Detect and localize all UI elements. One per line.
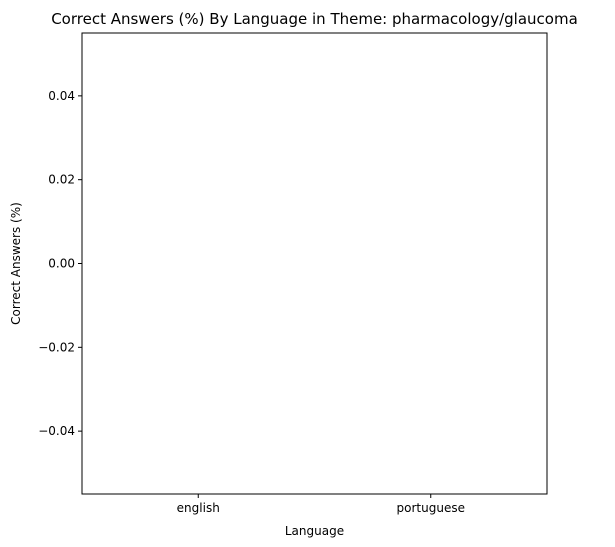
y-axis: −0.04 −0.02 0.00 0.02 0.04 [38, 89, 82, 438]
chart-title: Correct Answers (%) By Language in Theme… [51, 10, 578, 28]
x-axis: english portuguese [177, 494, 465, 515]
y-tick-label: 0.00 [48, 257, 75, 271]
x-axis-label: Language [285, 524, 344, 538]
y-axis-label: Correct Answers (%) [9, 202, 23, 325]
plot-area [81, 32, 548, 495]
y-tick-label: −0.04 [38, 424, 75, 438]
y-tick-label: 0.02 [48, 173, 75, 187]
y-tick-label: 0.04 [48, 89, 75, 103]
x-tick-label: english [177, 501, 220, 515]
plot-frame [81, 32, 548, 495]
y-tick-label: −0.02 [38, 340, 75, 354]
x-tick-label: portuguese [397, 501, 465, 515]
